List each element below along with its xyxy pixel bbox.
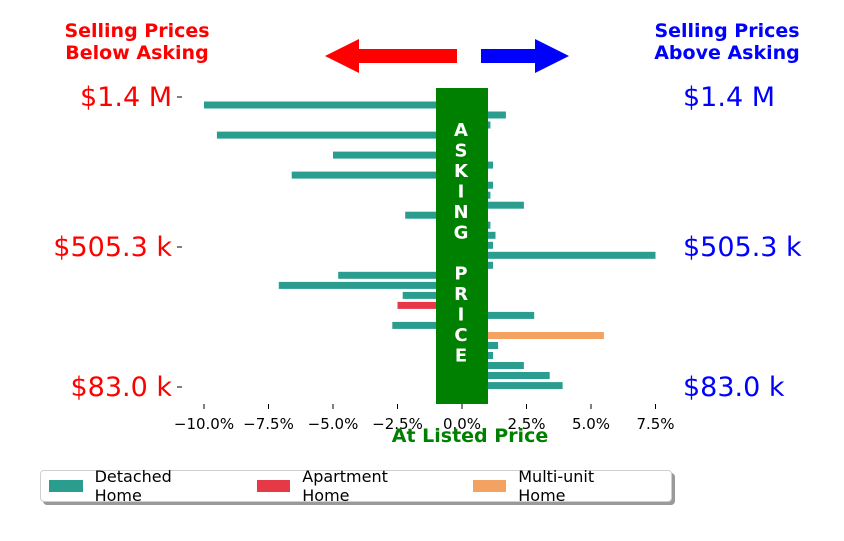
asking-price-letter: A: [454, 120, 468, 141]
asking-price-letter: C: [454, 325, 467, 346]
bar-24: [462, 332, 604, 339]
asking-price-band: [436, 88, 488, 404]
legend-item-detached: Detached Home: [49, 467, 223, 505]
bar-22: [462, 311, 535, 319]
bar-19: [278, 281, 462, 289]
legend-swatch-apartment: [256, 480, 291, 492]
bar-11: [462, 201, 524, 209]
above-asking-header: Selling Prices Above Asking: [627, 20, 827, 64]
bar-29: [462, 382, 563, 390]
x-tick-label: −2.5%: [372, 415, 423, 433]
bar-1: [204, 101, 462, 109]
asking-price-letter: R: [454, 284, 468, 305]
asking-price-letter: I: [458, 305, 465, 326]
price-label-bottom-right: $83.0 k: [683, 372, 785, 403]
price-label-top-right: $1.4 M: [683, 82, 775, 113]
below-asking-header-line1: Selling Prices: [64, 20, 210, 42]
asking-price-letter: I: [458, 182, 465, 203]
bar-6: [333, 151, 462, 159]
bar-8: [291, 171, 462, 179]
bar-23: [392, 321, 462, 329]
asking-price-letter: E: [455, 346, 467, 367]
x-tick-label: −7.5%: [243, 415, 294, 433]
left-arrow-icon: [325, 39, 457, 73]
bar-21: [397, 301, 462, 309]
asking-price-letter: G: [454, 223, 469, 244]
x-axis-label: At Listed Price: [391, 425, 549, 447]
bar-12: [405, 211, 462, 219]
bar-18: [338, 271, 462, 279]
legend-swatch-multi-unit: [472, 480, 507, 492]
x-tick-label: 0.0%: [443, 415, 481, 433]
price-label-bottom-left: $83.0 k: [70, 372, 172, 403]
legend-label-apartment: Apartment Home: [302, 467, 388, 505]
bar-4: [216, 131, 462, 139]
bar-27: [462, 362, 524, 369]
legend-item-apartment: Apartment Home: [256, 467, 439, 505]
legend-item-multi-unit: Multi-unit Home: [472, 467, 645, 505]
x-tick-label: −10.0%: [174, 415, 234, 433]
right-arrow-icon: [481, 39, 569, 73]
below-asking-header-line2: Below Asking: [65, 42, 209, 64]
price-label-top-left: $1.4 M: [80, 82, 172, 113]
price-label-middle-right: $505.3 k: [683, 232, 802, 263]
above-asking-header-line2: Above Asking: [654, 42, 800, 64]
legend: Detached Home Apartment Home Multi-unit …: [40, 467, 672, 505]
legend-label-detached: Detached Home: [94, 467, 172, 505]
asking-price-letter: N: [453, 202, 468, 223]
price-label-middle-left: $505.3 k: [53, 232, 172, 263]
bar-28: [462, 372, 550, 379]
legend-label-multi-unit: Multi-unit Home: [518, 467, 595, 505]
below-asking-header: Selling Prices Below Asking: [37, 20, 237, 64]
x-tick-label: −5.0%: [308, 415, 359, 433]
x-tick-label: 2.5%: [507, 415, 545, 433]
above-asking-header-line1: Selling Prices: [654, 20, 800, 42]
bar-20: [402, 291, 462, 299]
x-tick-label: 5.0%: [572, 415, 610, 433]
x-tick-label: 7.5%: [636, 415, 674, 433]
bar-16: [462, 251, 656, 259]
asking-price-letter: S: [455, 141, 468, 162]
asking-price-letter: P: [454, 264, 467, 285]
legend-swatch-detached: [49, 480, 83, 492]
asking-price-letter: K: [454, 161, 469, 182]
